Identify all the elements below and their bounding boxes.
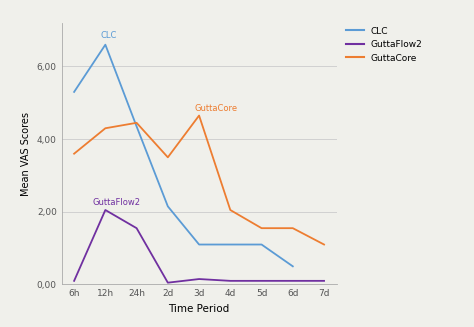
GuttaCore xyxy=(134,121,139,125)
GuttaCore xyxy=(290,226,296,230)
Y-axis label: Mean VAS Scores: Mean VAS Scores xyxy=(21,112,31,196)
GuttaFlow2 xyxy=(102,208,108,212)
GuttaCore xyxy=(165,155,171,159)
GuttaFlow2 xyxy=(228,279,233,283)
GuttaFlow2 xyxy=(259,279,264,283)
GuttaFlow2 xyxy=(290,279,296,283)
GuttaCore xyxy=(228,208,233,212)
CLC xyxy=(134,125,139,129)
Text: GuttaFlow2: GuttaFlow2 xyxy=(93,198,141,207)
CLC xyxy=(259,243,264,247)
Text: GuttaCore: GuttaCore xyxy=(194,104,237,113)
GuttaCore xyxy=(259,226,264,230)
CLC xyxy=(102,43,108,47)
CLC xyxy=(165,204,171,208)
GuttaCore xyxy=(71,152,77,156)
X-axis label: Time Period: Time Period xyxy=(168,304,230,314)
Line: CLC: CLC xyxy=(74,45,293,266)
CLC xyxy=(71,90,77,94)
Legend: CLC, GuttaFlow2, GuttaCore: CLC, GuttaFlow2, GuttaCore xyxy=(342,23,426,66)
Text: CLC: CLC xyxy=(100,31,117,40)
GuttaFlow2 xyxy=(134,226,139,230)
Line: GuttaCore: GuttaCore xyxy=(74,115,324,245)
GuttaCore xyxy=(102,126,108,130)
Line: GuttaFlow2: GuttaFlow2 xyxy=(74,210,324,283)
CLC xyxy=(290,264,296,268)
GuttaCore xyxy=(321,243,327,247)
GuttaFlow2 xyxy=(165,281,171,284)
CLC xyxy=(228,243,233,247)
GuttaFlow2 xyxy=(196,277,202,281)
GuttaCore xyxy=(196,113,202,117)
GuttaFlow2 xyxy=(321,279,327,283)
CLC xyxy=(196,243,202,247)
GuttaFlow2 xyxy=(71,279,77,283)
